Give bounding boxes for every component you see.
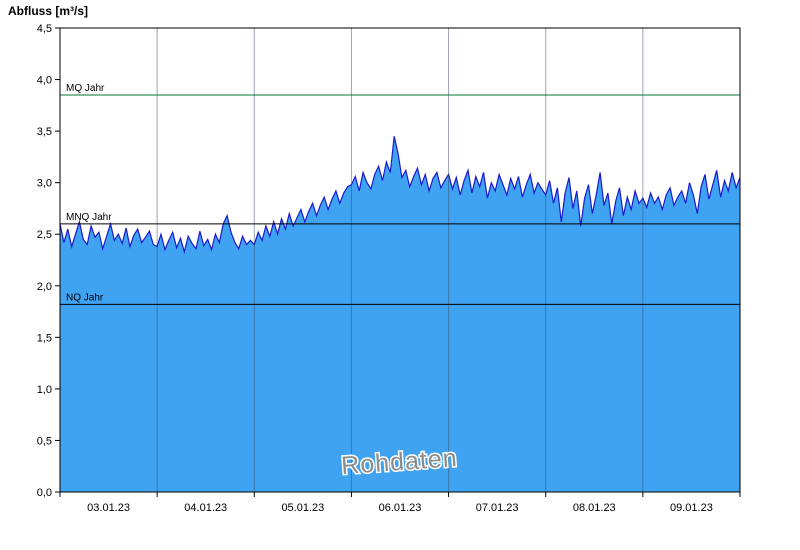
y-tick-label: 0,5 <box>37 435 52 447</box>
x-tick-label: 06.01.23 <box>379 502 422 514</box>
x-tick-label: 05.01.23 <box>281 502 324 514</box>
plot-border <box>59 27 741 493</box>
discharge-area <box>60 136 740 493</box>
x-tick-label: 03.01.23 <box>87 502 130 514</box>
reference-line-label: MQ Jahr <box>66 83 105 94</box>
y-tick-label: 1,0 <box>37 384 52 396</box>
reference-line-label: NQ Jahr <box>66 292 104 303</box>
x-tick-label: 08.01.23 <box>573 502 616 514</box>
chart-title: Abfluss [m³/s] <box>8 4 89 18</box>
y-tick-label: 3,5 <box>37 126 52 138</box>
x-tick-label: 07.01.23 <box>476 502 519 514</box>
y-tick-label: 4,5 <box>37 23 52 35</box>
y-tick-label: 4,0 <box>37 75 52 87</box>
y-tick-label: 2,5 <box>37 229 52 241</box>
y-tick-label: 0,0 <box>37 487 52 499</box>
y-tick-label: 1,5 <box>37 332 52 344</box>
y-tick-label: 2,0 <box>37 281 52 293</box>
y-tick-label: 3,0 <box>37 178 52 190</box>
x-tick-label: 04.01.23 <box>184 502 227 514</box>
discharge-line <box>59 136 741 255</box>
reference-line-label: MNQ Jahr <box>66 212 112 223</box>
x-tick-label: 09.01.23 <box>670 502 713 514</box>
